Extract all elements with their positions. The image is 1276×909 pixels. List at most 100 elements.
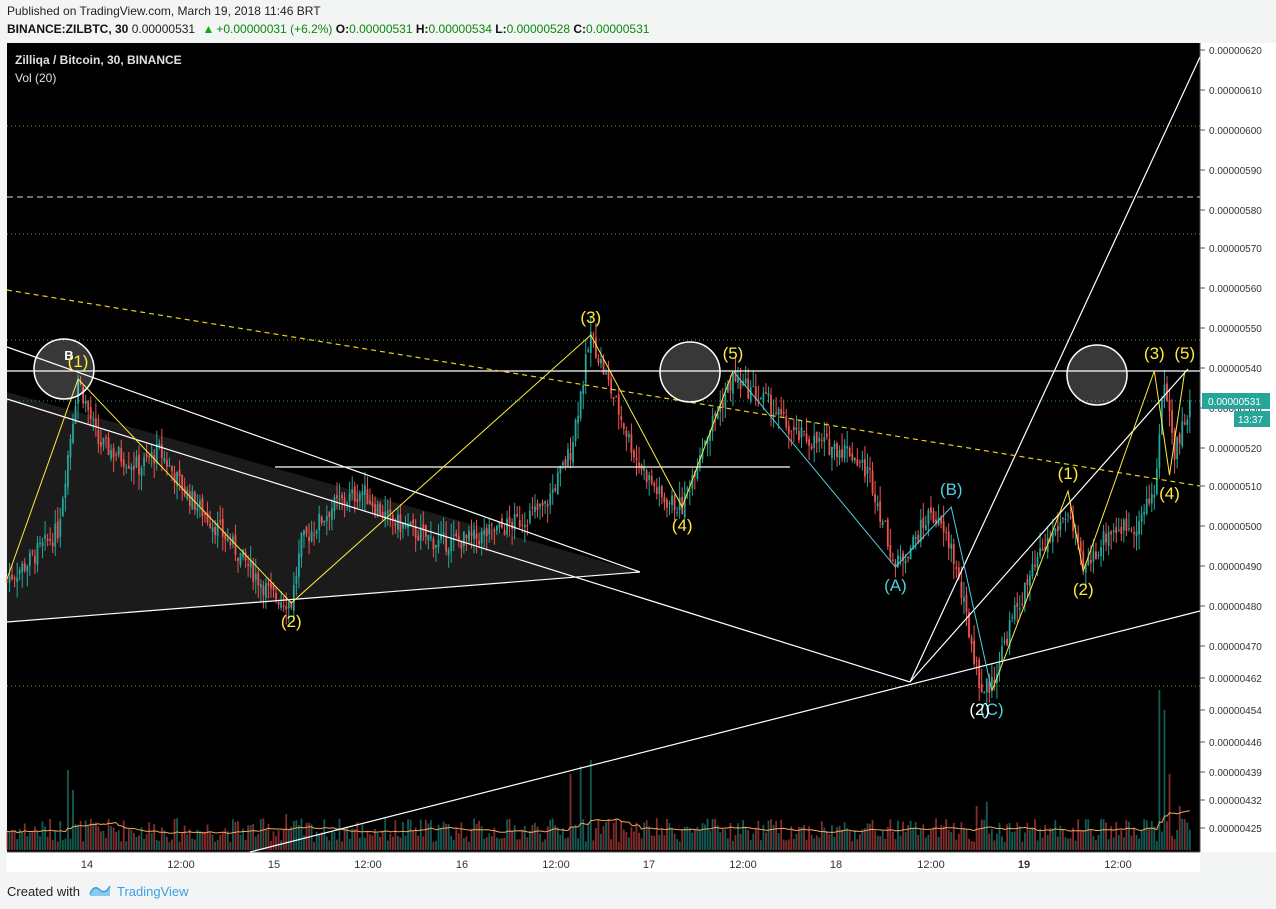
volume-bar	[742, 820, 745, 850]
candle-body	[503, 530, 506, 535]
chart-pane[interactable]	[7, 43, 1200, 852]
candle-body	[371, 502, 374, 507]
candle-body	[808, 439, 811, 446]
volume-bar	[181, 833, 184, 850]
wave-label: (1)	[1058, 464, 1079, 483]
candle-body	[541, 502, 544, 506]
volume-bar	[919, 829, 922, 850]
candle-body	[61, 498, 64, 517]
volume-bar	[1186, 822, 1189, 850]
candle-body	[1145, 498, 1148, 514]
candle-body	[798, 431, 800, 441]
candle-body	[879, 501, 882, 522]
candle-body	[747, 378, 750, 399]
volume-bar	[1173, 839, 1176, 850]
candle-body	[572, 442, 574, 463]
volume-bar	[265, 828, 267, 850]
candle-body	[333, 497, 336, 512]
candle-body	[432, 538, 435, 550]
volume-bar	[699, 830, 701, 850]
trend-line	[6, 398, 911, 683]
candle-body	[117, 447, 120, 456]
candle-body	[648, 474, 651, 480]
volume-bar	[204, 831, 206, 850]
volume-bar	[468, 841, 470, 850]
volume-bar	[69, 838, 72, 850]
volume-bar	[442, 821, 445, 850]
volume-bar	[554, 825, 557, 850]
candle-body	[110, 450, 112, 459]
candle-body	[79, 381, 82, 385]
volume-bar	[785, 840, 788, 850]
volume-bar	[300, 818, 303, 850]
candle-body	[897, 555, 899, 568]
candle-body	[1173, 430, 1176, 460]
candle-body	[389, 509, 392, 513]
candle-body	[308, 536, 310, 542]
high-value: 0.00000534	[428, 22, 492, 36]
candle-body	[92, 419, 95, 421]
candle-body	[874, 493, 876, 503]
candle-body	[462, 532, 465, 547]
volume-bar	[308, 822, 310, 850]
volume-bar	[272, 831, 275, 850]
candle-body	[1039, 548, 1041, 557]
candle-body	[785, 416, 788, 428]
volume-bar	[371, 835, 374, 850]
volume-bar	[46, 836, 49, 850]
volume-bar	[148, 822, 151, 850]
volume-bar	[1133, 827, 1135, 850]
volume-bar	[473, 818, 475, 850]
volume-bar	[384, 818, 387, 850]
volume-bar	[531, 824, 534, 850]
tradingview-brand[interactable]: TradingView	[117, 884, 189, 899]
candle-body	[767, 393, 770, 397]
candle-body	[1133, 532, 1135, 534]
volume-bar	[1171, 835, 1173, 850]
volume-bar	[369, 834, 371, 850]
countdown-tag	[1234, 411, 1270, 427]
candle-body	[706, 437, 709, 444]
candle-body	[485, 528, 488, 537]
volume-bar	[696, 826, 699, 850]
volume-bar	[356, 822, 359, 850]
price-tick-label: 0.00000439	[1209, 768, 1262, 779]
volume-bar	[617, 841, 620, 850]
volume-bar	[155, 839, 158, 850]
volume-bar	[975, 806, 978, 850]
candle-body	[757, 398, 760, 400]
candle-body	[772, 413, 775, 415]
close-label: C:	[573, 22, 587, 36]
candle-body	[455, 533, 458, 537]
price-chart[interactable]: B (1) (2) (3) (4) (5) (1) (2) (3) (4) (5) (A) (B) (C…	[0, 42, 1276, 872]
volume-bar	[435, 840, 437, 850]
candle-body	[346, 503, 349, 507]
candle-body	[460, 540, 463, 549]
candle-body	[688, 490, 691, 492]
candle-body	[615, 396, 618, 398]
candle-body	[686, 488, 689, 490]
volume-bar	[719, 832, 722, 850]
candle-body	[470, 532, 473, 536]
candle-body	[754, 386, 757, 401]
candle-body	[100, 442, 102, 447]
volume-bar	[889, 819, 892, 850]
time-axis[interactable]	[7, 852, 1200, 872]
volume-bar	[133, 832, 135, 850]
candle-body	[69, 438, 72, 458]
low-value: 0.00000528	[506, 22, 571, 36]
candle-body	[409, 522, 412, 526]
volume-bar	[1001, 836, 1003, 850]
volume-bar	[28, 832, 31, 850]
candle-body	[666, 499, 668, 509]
volume-bar	[419, 819, 422, 850]
candle-body	[869, 468, 871, 470]
candle-body	[285, 605, 288, 610]
candle-body	[721, 402, 724, 408]
candle-body	[386, 510, 389, 515]
candle-body	[23, 563, 26, 571]
candle-body	[1011, 616, 1014, 618]
candle-body	[1183, 422, 1186, 425]
price-axis[interactable]	[1200, 43, 1276, 852]
volume-bar	[853, 830, 856, 850]
